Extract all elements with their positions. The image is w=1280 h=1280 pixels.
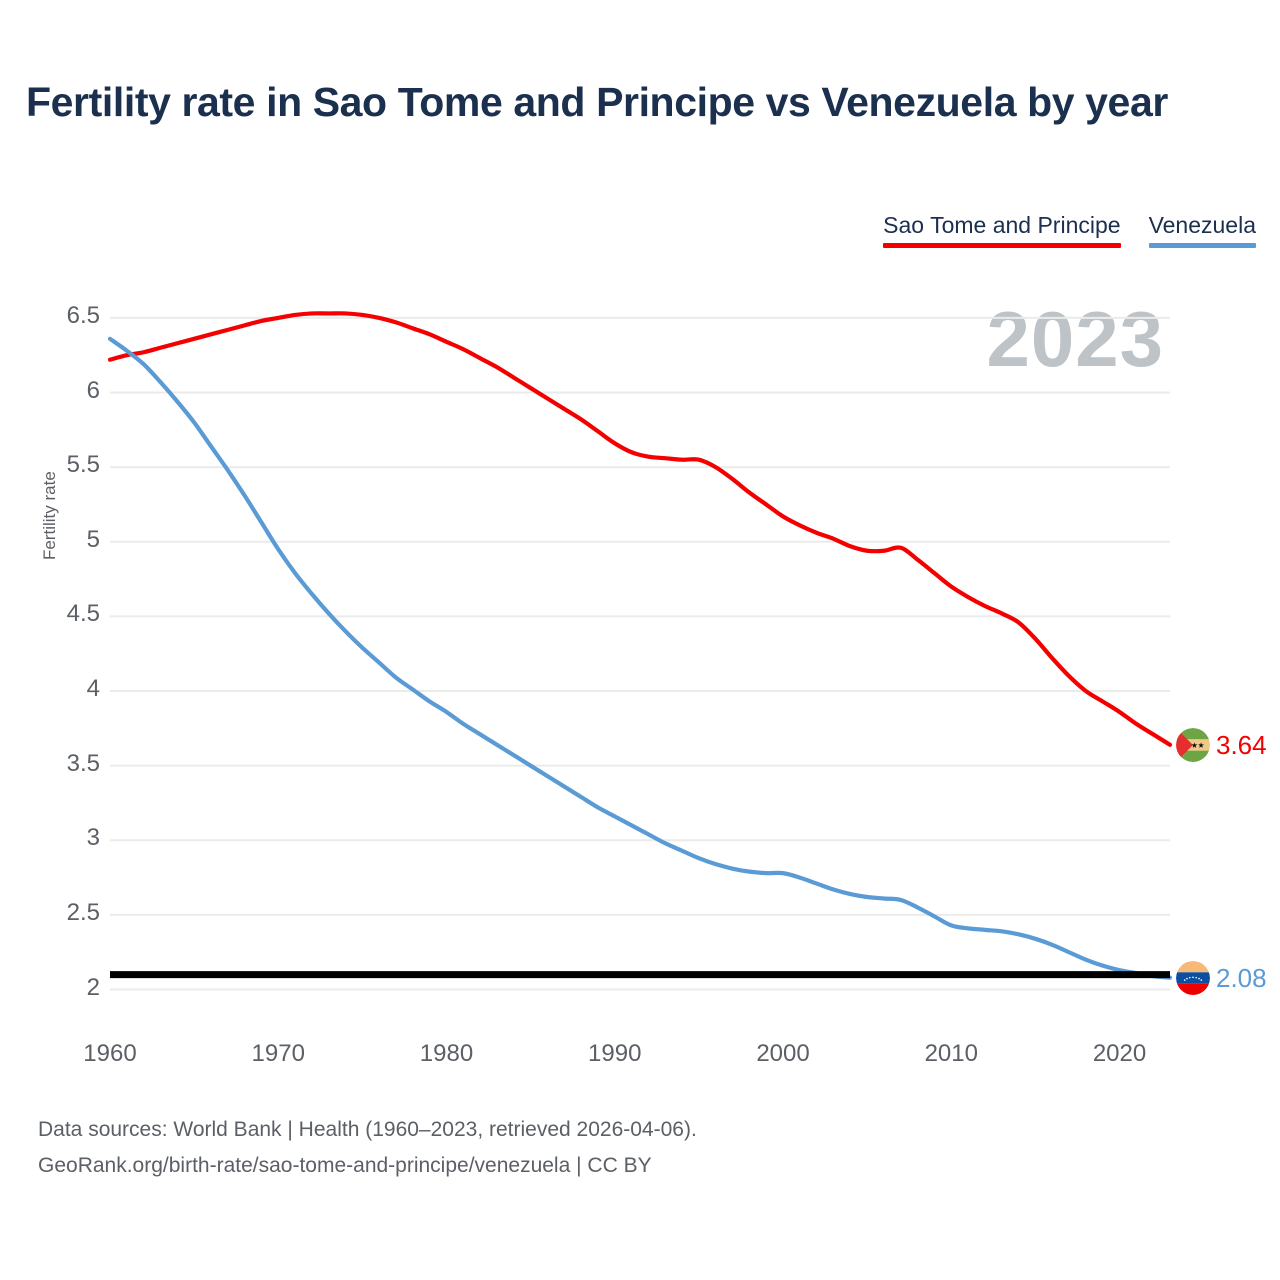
y-tick-label: 4.5 [66, 600, 100, 628]
end-value-venezuela: 2.08 [1216, 962, 1267, 993]
legend-item-sao-tome-and-principe[interactable]: Sao Tome and Principe [883, 212, 1121, 249]
page-title: Fertility rate in Sao Tome and Principe … [26, 79, 1168, 125]
chart-legend: Sao Tome and Principe Venezuela [883, 212, 1256, 249]
legend-label-venezuela: Venezuela [1148, 212, 1256, 238]
x-tick-label: 1980 [419, 1040, 474, 1067]
y-tick-label: 2.5 [66, 898, 100, 926]
legend-swatch-sao-tome-and-principe [883, 243, 1121, 249]
y-tick-label: 4 [86, 675, 100, 703]
year-watermark: 2023 [986, 295, 1164, 383]
y-tick-label: 5.5 [66, 451, 100, 479]
footer-line-url: GeoRank.org/birth-rate/sao-tome-and-prin… [38, 1154, 652, 1178]
x-tick-label: 2000 [756, 1040, 810, 1067]
x-tick-label: 1970 [251, 1040, 305, 1067]
x-tick-label: 2020 [1092, 1040, 1147, 1067]
venezuela-flag-icon [1176, 960, 1210, 995]
footer-line-data-sources: Data sources: World Bank | Health (1960–… [38, 1118, 697, 1141]
end-label-venezuela: 2.08 [1176, 960, 1267, 995]
end-value-sao-tome-and-principe: 3.64 [1216, 729, 1267, 760]
y-tick-label: 2 [86, 973, 100, 1001]
y-tick-label: 6.5 [66, 301, 100, 329]
sao-tome-and-principe-flag-icon [1176, 727, 1210, 762]
x-tick-label: 1960 [83, 1040, 137, 1067]
end-label-sao-tome-and-principe: 3.64 [1176, 727, 1267, 762]
x-tick-label: 1990 [588, 1040, 642, 1067]
legend-label-sao-tome-and-principe: Sao Tome and Principe [883, 212, 1121, 238]
legend-swatch-venezuela [1148, 243, 1256, 249]
x-tick-label: 2010 [924, 1040, 978, 1067]
y-tick-label: 5 [86, 525, 100, 553]
legend-item-venezuela[interactable]: Venezuela [1148, 212, 1256, 249]
y-tick-label: 6 [86, 376, 100, 404]
footer-credits: Data sources: World Bank | Health (1960–… [38, 1112, 697, 1184]
y-tick-label: 3 [86, 824, 100, 852]
y-tick-label: 3.5 [66, 749, 100, 777]
